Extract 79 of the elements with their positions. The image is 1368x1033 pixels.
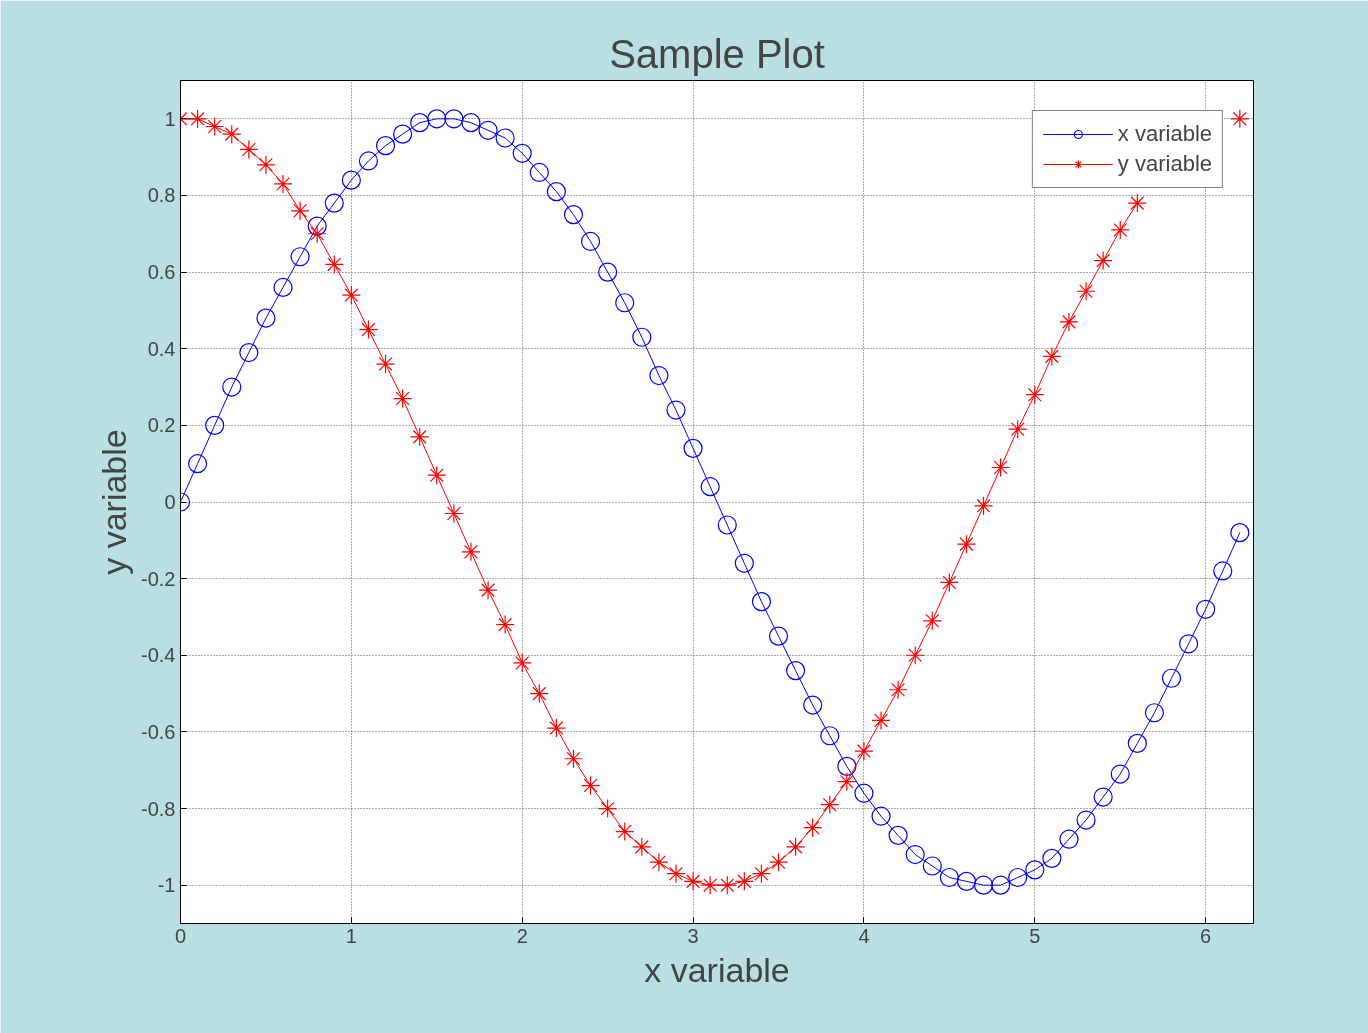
point xyxy=(786,837,806,857)
point xyxy=(649,852,669,872)
x-axis-title: x variable xyxy=(644,950,790,989)
point xyxy=(393,388,413,409)
point xyxy=(956,534,977,554)
x-tick-label: 6 xyxy=(1200,924,1212,947)
point xyxy=(768,852,789,872)
point xyxy=(478,580,498,600)
y-tick-label: -0.8 xyxy=(141,797,176,820)
point xyxy=(700,875,720,895)
point xyxy=(444,503,464,524)
point xyxy=(973,496,994,516)
y-tick-label: 0.6 xyxy=(147,261,176,284)
point xyxy=(1127,193,1147,213)
point xyxy=(529,683,549,704)
point xyxy=(358,319,379,340)
y-tick-label: -0.2 xyxy=(141,567,176,590)
x-tick-label: 1 xyxy=(345,924,357,947)
y-tick-label: 0.8 xyxy=(147,184,176,207)
point xyxy=(290,201,310,221)
chart-title: Sample Plot xyxy=(609,31,825,76)
point xyxy=(512,653,532,673)
legend-label: x variable xyxy=(1117,121,1212,147)
point xyxy=(307,224,327,244)
point xyxy=(563,749,584,769)
y-tick-label: -1 xyxy=(157,874,176,897)
legend-label: y variable xyxy=(1117,151,1212,177)
point xyxy=(324,254,344,275)
point xyxy=(939,572,959,593)
point xyxy=(632,837,652,857)
y-tick-label: 0 xyxy=(164,491,176,513)
point xyxy=(1076,281,1096,301)
point xyxy=(546,718,566,738)
point xyxy=(273,174,293,194)
point xyxy=(871,710,891,731)
point xyxy=(991,457,1011,478)
point xyxy=(256,155,276,175)
point xyxy=(427,465,447,485)
y-tick-label: 1 xyxy=(164,107,176,130)
y-tick-label: 0.4 xyxy=(147,337,176,360)
point xyxy=(410,427,430,447)
point xyxy=(717,875,737,895)
point xyxy=(580,775,601,796)
point xyxy=(803,818,823,838)
point xyxy=(751,864,772,884)
point xyxy=(1025,385,1045,405)
point xyxy=(598,798,618,819)
point xyxy=(222,124,242,144)
point xyxy=(666,864,686,884)
point xyxy=(375,354,396,374)
point xyxy=(837,772,857,792)
point xyxy=(341,285,361,305)
x-tick-label: 2 xyxy=(516,924,528,947)
point xyxy=(615,821,635,842)
point xyxy=(734,871,754,891)
point xyxy=(1059,312,1079,332)
point xyxy=(1008,419,1028,439)
x-tick-label: 5 xyxy=(1029,924,1041,947)
point xyxy=(495,615,515,635)
point xyxy=(1042,346,1062,366)
point xyxy=(820,795,840,815)
point xyxy=(1093,251,1113,271)
point xyxy=(683,871,703,891)
point xyxy=(187,109,208,129)
point xyxy=(905,645,925,665)
x-tick-label: 3 xyxy=(687,924,699,947)
point xyxy=(922,611,942,631)
y-tick-label: -0.6 xyxy=(141,720,176,743)
point xyxy=(239,139,259,160)
point xyxy=(205,116,225,137)
point xyxy=(461,542,481,562)
point xyxy=(854,741,874,761)
y-tick-label: 0.2 xyxy=(147,414,176,437)
y-tick-label: -0.4 xyxy=(141,644,176,667)
point xyxy=(888,680,908,700)
point xyxy=(1230,109,1250,129)
x-tick-label: 4 xyxy=(858,924,870,947)
point xyxy=(1110,220,1130,240)
y-axis-title: y variable xyxy=(95,429,134,575)
